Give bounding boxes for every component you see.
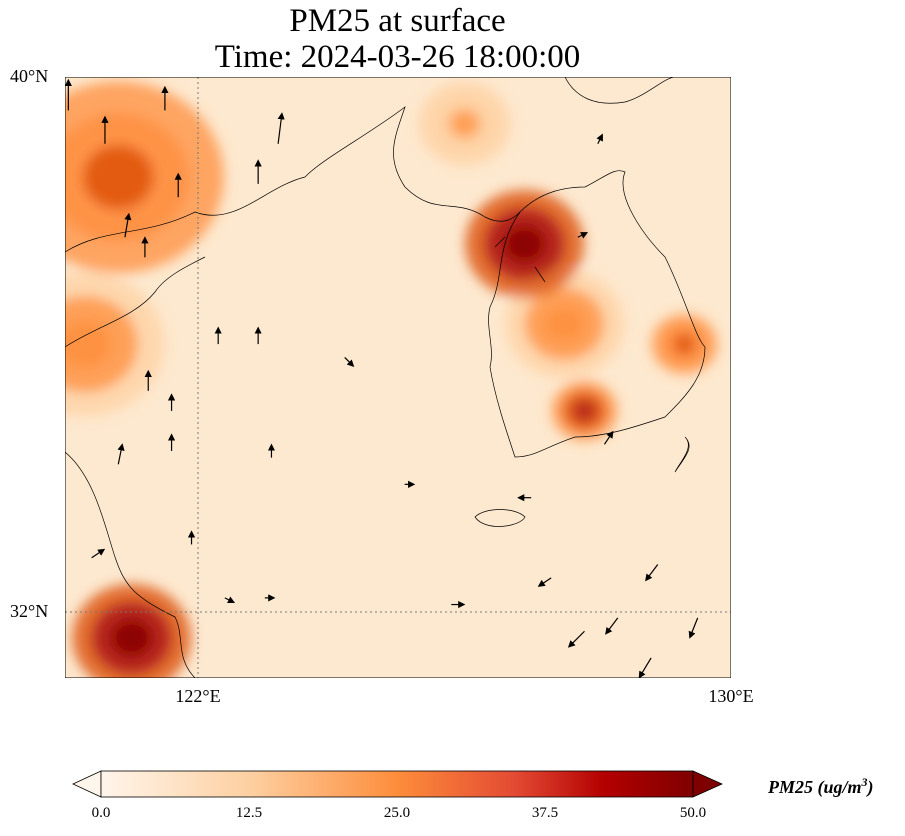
lon-tick-label: 130°E [708,686,754,706]
chart-title: PM25 at surface [289,3,506,39]
wind-vector-arrow [567,630,585,648]
pm25-hotspot [83,145,154,210]
wind-vector-arrow [596,133,603,145]
wind-vector-arrow [224,596,236,603]
pm25-map [65,77,731,678]
pm25-hotspot [504,225,545,262]
colorbar-tick: 50.0 [679,805,707,821]
pm25-hotspot [544,306,585,343]
colorbar-tick: 25.0 [383,805,411,821]
colorbar-gradient [100,770,694,798]
wind-vector-arrow [577,232,589,239]
wind-vector-arrow [91,548,106,559]
colorbar-max-extend [692,770,723,798]
lat-tick-label: 40°N [10,66,49,86]
colorbar-tick: 0.0 [91,805,111,821]
chart-subtitle-time: Time: 2024-03-26 18:00:00 [214,39,581,75]
wind-vector-arrow [537,577,552,587]
pm25-hotspot [111,619,152,656]
colorbar [72,770,723,798]
pm25-hotspot [65,320,112,369]
lat-tick-label: 32°N [10,601,49,621]
wind-vector-arrow [605,617,619,635]
colorbar-tick: 12.5 [235,805,263,821]
wind-vector-arrow [603,430,614,445]
pm25-hotspot [573,400,596,421]
wind-vector-arrow [638,657,652,678]
wind-vector-arrow [645,564,659,582]
wind-vector-arrow [117,443,125,465]
colorbar-min-extend [72,770,102,798]
wind-vector-arrow [344,357,355,368]
pm25-hotspot [449,109,480,138]
wind-vector-arrow [277,112,285,144]
pm25-hotspot [673,334,696,355]
wind-vector-arrow [124,212,132,238]
colorbar-label: PM25 (ug/m3) [768,775,874,797]
colorbar-tick: 37.5 [531,805,559,821]
wind-vector-arrow [688,617,699,639]
coastlines [65,77,706,678]
lon-tick-label: 122°E [175,686,221,706]
